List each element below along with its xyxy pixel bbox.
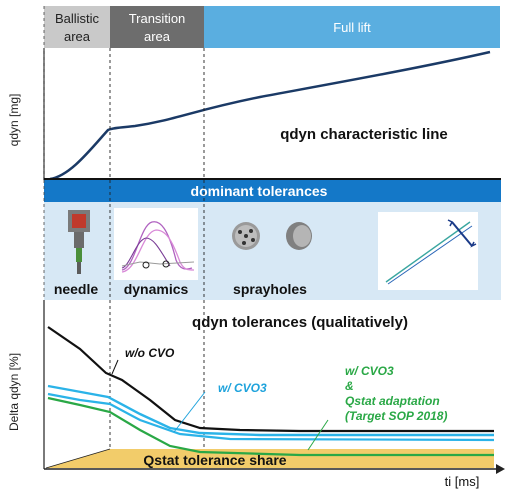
adaptation-annotation-line3: Qstat adaptation [345,394,440,408]
wo-cvo-pointer [111,359,119,375]
w-cvo3-lower-line [47,392,495,442]
qstat-area-edge [45,448,111,469]
section-divider [44,178,501,181]
wo-cvo-annotation: w/o CVO [125,346,175,360]
ballistic-area-header [44,6,110,48]
top-chart-ylabel: qdyn [mg] [7,94,21,147]
dynamics-illustration [114,208,198,280]
sprayholes-illustration [232,222,312,250]
transition-label-line1: Transition [129,11,186,26]
w-cvo3-line [47,384,494,437]
qstat-label: Qstat tolerance share [143,452,286,468]
adaptation-annotation-line1: w/ CVO3 [345,364,394,378]
ballistic-label-line1: Ballistic [55,11,100,26]
tolerance-label-sprayholes: sprayholes [233,281,307,297]
needle-illustration [68,210,90,274]
tolerance-label-needle: needle [54,281,99,297]
transition-label-line2: area [144,29,171,44]
full-lift-label: Full lift [333,20,371,35]
wo-cvo-line [47,326,494,433]
adaptation-annotation-line2: & [345,379,354,393]
qdyn-caption: qdyn characteristic line [280,126,448,143]
bottom-chart-ylabel: Delta qdyn [%] [7,353,21,431]
qdyn-characteristic-line [49,50,491,181]
adaptation-line [47,396,494,457]
bottom-chart-title: qdyn tolerances (qualitatively) [192,314,408,331]
tolerance-label-dynamics: dynamics [124,281,189,297]
correlation-plot-illustration [378,212,478,290]
dominant-tolerances-title: dominant tolerances [191,183,328,199]
adaptation-annotation-line4: (Target SOP 2018) [345,409,447,423]
qstat-tolerance-area [46,449,494,468]
ballistic-label-line2: area [64,29,91,44]
transition-area-header [110,6,204,48]
dominant-tolerances-banner [44,180,501,202]
w-cvo3-annotation: w/ CVO3 [218,381,267,395]
adaptation-pointer [307,419,329,451]
w-cvo3-pointer [173,391,206,433]
bottom-chart-xlabel: ti [ms] [445,474,480,489]
full-lift-header [204,6,500,48]
x-axis-arrow-icon [496,464,505,474]
